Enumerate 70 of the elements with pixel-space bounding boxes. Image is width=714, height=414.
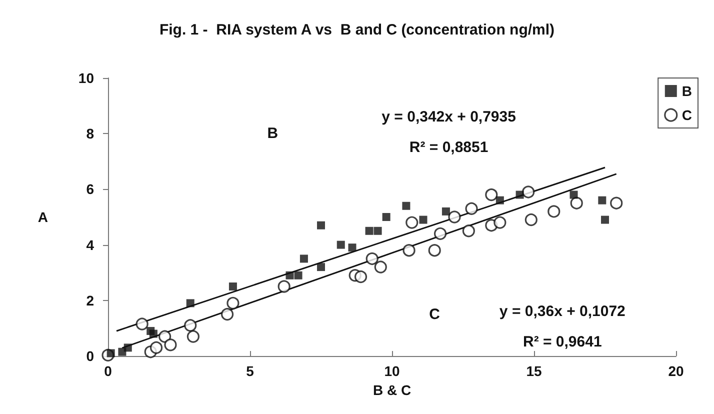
y-axis-title: A (38, 209, 48, 225)
point (150, 341, 163, 354)
point (124, 344, 132, 352)
point (220, 308, 234, 321)
point (228, 282, 237, 290)
point (516, 190, 524, 199)
point (402, 244, 416, 257)
point (294, 271, 302, 280)
point (382, 213, 390, 221)
point (336, 240, 345, 249)
point (406, 216, 418, 229)
x-tick-label: 10 (384, 363, 400, 379)
point (136, 318, 148, 330)
point (448, 210, 461, 224)
point (374, 260, 387, 274)
legend-label: C (682, 107, 692, 123)
point (186, 330, 200, 343)
point (601, 216, 609, 224)
y-tick-label: 4 (86, 236, 94, 253)
y-tick-label: 6 (86, 181, 94, 198)
x-tick-label: 5 (246, 363, 254, 379)
x-axis-title: B & C (372, 382, 412, 398)
point (434, 227, 447, 240)
annotation: R² = 0,8851 (409, 139, 488, 156)
point (570, 190, 578, 199)
y-tick-label: 8 (86, 126, 94, 142)
point (149, 330, 158, 338)
annotation: R² = 0,9641 (522, 334, 602, 351)
point (348, 244, 356, 252)
point (184, 319, 197, 332)
point (158, 330, 172, 343)
annotation: y = 0,342x + 0,7935 (382, 108, 516, 126)
point (402, 202, 410, 210)
x-tick-label: 20 (668, 363, 684, 379)
annotation: B (267, 125, 278, 142)
point (365, 226, 374, 235)
point (300, 254, 308, 263)
point (164, 338, 177, 352)
point (496, 196, 504, 204)
legend-label: B (682, 83, 692, 99)
annotation: y = 0,36x + 0,1072 (499, 303, 626, 320)
point (226, 296, 240, 310)
point (598, 196, 606, 204)
y-tick-label: 10 (78, 70, 94, 86)
point (428, 244, 441, 257)
point (366, 252, 378, 265)
point (442, 207, 450, 216)
point (610, 196, 623, 210)
point (522, 186, 535, 198)
point (548, 205, 560, 218)
point (462, 224, 475, 238)
point (186, 299, 194, 308)
point (494, 216, 506, 229)
point (524, 213, 538, 226)
chart-title: Fig. 1 - RIA system A vs B and C (concentration ng/ml) (159, 22, 555, 38)
point (374, 226, 382, 235)
point (419, 216, 428, 224)
y-tick-label: 2 (86, 292, 94, 308)
y-tick-label: 0 (86, 348, 94, 364)
point (354, 270, 368, 284)
point (317, 221, 325, 230)
point (278, 280, 290, 293)
point (317, 263, 325, 272)
x-tick-label: 15 (526, 363, 542, 379)
point (485, 188, 498, 202)
point (465, 202, 478, 215)
x-tick-label: 0 (104, 363, 112, 379)
point (286, 271, 294, 280)
point (570, 196, 583, 210)
annotation: C (429, 306, 440, 323)
